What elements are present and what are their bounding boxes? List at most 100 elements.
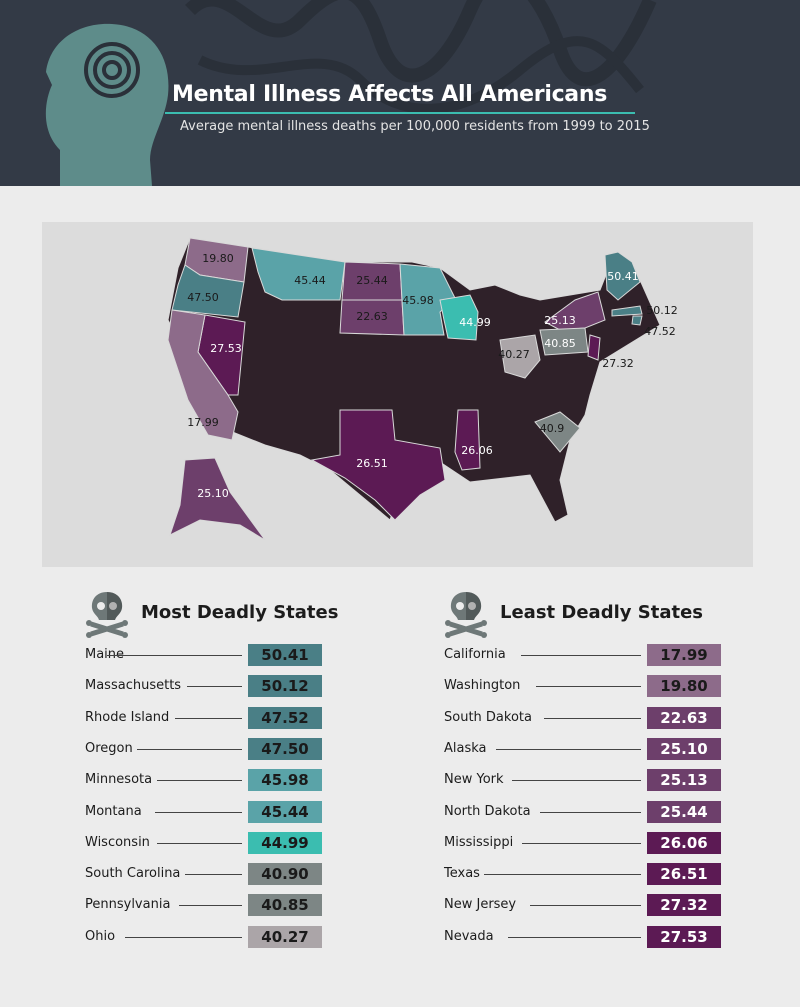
us-map: 19.80 47.50 45.44 25.44 22.63 45.98 44.99 50.41… (167, 237, 678, 541)
map-value-label: 45.44 (294, 274, 326, 287)
state-row: Alaska 25.10 (444, 737, 764, 760)
state-name: California (444, 647, 506, 662)
state-value-badge: 40.85 (248, 894, 322, 917)
state-name: Massachusetts (85, 678, 182, 694)
map-value-label: 25.10 (197, 487, 229, 500)
leader-line (512, 780, 641, 782)
state-name: Pennsylvania (85, 897, 171, 913)
map-value-label: 50.41 (607, 270, 639, 283)
leader-line (522, 842, 641, 844)
state-name: Texas (444, 866, 480, 882)
state-value-badge: 22.63 (647, 706, 721, 729)
leader-line (187, 686, 242, 688)
state-value-badge: 25.13 (647, 769, 721, 792)
page-subtitle: Average mental illness deaths per 100,00… (180, 119, 650, 134)
state-minnesota (399, 263, 456, 336)
state-name: Rhode Island (85, 709, 170, 725)
leader-line (107, 655, 242, 656)
panel-title: Least Deadly States (500, 602, 704, 623)
map-value-label: 27.53 (210, 342, 242, 355)
spiral-icon (84, 42, 140, 98)
state-name: South Carolina (85, 866, 181, 882)
map-value-label: 25.13 (544, 314, 576, 327)
state-texas (310, 409, 446, 521)
state-south-carolina (534, 411, 581, 453)
state-row: New York 25.13 (444, 769, 764, 792)
state-row: Washington 19.80 (444, 675, 764, 698)
state-name: New York (444, 772, 504, 788)
leader-line (530, 905, 641, 907)
state-row: Minnesota 45.98 (85, 769, 405, 792)
state-name: North Dakota (444, 803, 531, 819)
map-value-label: 26.06 (461, 444, 493, 457)
state-name: Montana (85, 803, 142, 819)
leader-line (157, 780, 242, 782)
state-row: Massachusetts 50.12 (85, 675, 405, 698)
skull-crossbones-icon (445, 592, 487, 638)
header: Mental Illness Affects All Americans Ave… (0, 0, 800, 186)
state-row: Wisconsin 44.99 (85, 831, 405, 854)
state-mississippi (454, 409, 481, 471)
state-california (167, 309, 239, 441)
state-value-badge: 50.41 (248, 644, 322, 666)
panel-title: Most Deadly States (141, 602, 339, 623)
state-value-badge: 27.32 (647, 894, 721, 917)
map-value-label: 50.12 (646, 304, 678, 317)
map-value-label: 47.50 (187, 291, 219, 304)
state-value-badge: 47.50 (248, 737, 322, 760)
state-name: Mississippi (444, 834, 514, 850)
leader-line (496, 748, 641, 750)
state-rhode-island (631, 315, 643, 326)
state-alaska (169, 457, 266, 541)
state-value-badge: 25.10 (647, 737, 721, 760)
state-value-badge: 45.98 (248, 769, 322, 792)
state-value-badge: 40.27 (248, 925, 322, 948)
state-name: Oregon (85, 740, 133, 756)
leader-line (508, 936, 641, 938)
page-title: Mental Illness Affects All Americans (172, 82, 608, 107)
state-value-badge: 19.80 (647, 675, 721, 698)
state-row: California 17.99 (444, 644, 764, 666)
map-value-label: 40.9 (540, 422, 565, 435)
state-row: South Carolina 40.90 (85, 863, 405, 886)
state-row: South Dakota 22.63 (444, 706, 764, 729)
leader-line (157, 842, 242, 844)
state-row: Maine 50.41 (85, 644, 405, 666)
skull-crossbones-icon (86, 592, 128, 638)
state-value-badge: 47.52 (248, 706, 322, 729)
map-value-label: 22.63 (356, 310, 388, 323)
state-row: Mississippi 26.06 (444, 831, 764, 854)
state-row: Ohio 40.27 (85, 925, 405, 948)
state-name: Ohio (85, 928, 116, 944)
state-name: South Dakota (444, 709, 532, 725)
state-name: New Jersey (444, 897, 517, 913)
state-name: Maine (85, 647, 125, 662)
state-row: New Jersey 27.32 (444, 894, 764, 917)
state-row: Nevada 27.53 (444, 925, 764, 948)
state-ohio (499, 334, 541, 379)
head-silhouette-icon (45, 23, 169, 186)
state-value-badge: 26.06 (647, 831, 721, 854)
state-value-badge: 17.99 (647, 644, 721, 666)
leader-line (155, 811, 242, 813)
state-new-jersey (587, 334, 601, 361)
map-value-label: 40.85 (544, 337, 576, 350)
state-massachusetts (611, 305, 643, 317)
state-row: Pennsylvania 40.85 (85, 894, 405, 917)
state-value-badge: 40.90 (248, 863, 322, 886)
map-value-label: 26.51 (356, 457, 388, 470)
state-name: Alaska (444, 740, 487, 756)
state-value-badge: 50.12 (248, 675, 322, 698)
state-name: Minnesota (85, 772, 153, 788)
leader-line (175, 717, 242, 719)
state-row: Rhode Island 47.52 (85, 706, 405, 729)
state-name: Nevada (444, 928, 494, 944)
state-name: Washington (444, 678, 521, 694)
state-maine (604, 251, 641, 301)
leader-line (125, 936, 242, 938)
state-value-badge: 45.44 (248, 800, 322, 823)
map-value-label: 47.52 (644, 325, 676, 338)
leader-line (540, 811, 641, 813)
leader-line (521, 655, 641, 656)
state-value-badge: 44.99 (248, 831, 322, 854)
